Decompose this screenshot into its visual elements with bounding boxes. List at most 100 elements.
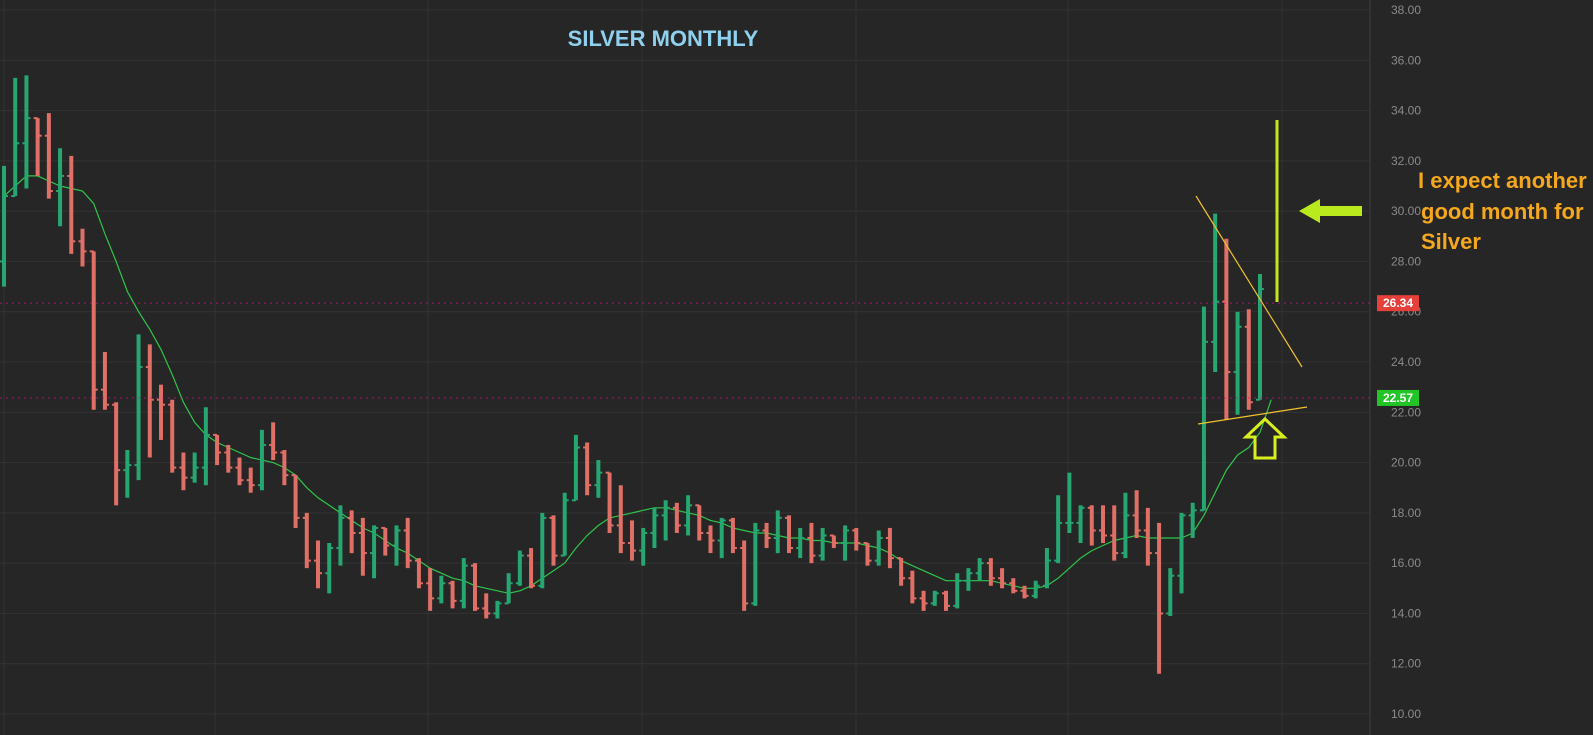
ohlc-bar[interactable] (22, 75, 31, 189)
ohlc-bar[interactable] (112, 402, 121, 506)
ohlc-bar[interactable] (1244, 309, 1253, 410)
ohlc-bar[interactable] (583, 442, 592, 496)
ohlc-bar[interactable] (11, 77, 20, 198)
ohlc-bar[interactable] (897, 557, 906, 586)
ohlc-bar[interactable] (1143, 507, 1152, 566)
ohlc-bar[interactable] (1009, 578, 1018, 594)
ohlc-bar[interactable] (930, 590, 939, 606)
ohlc-bar[interactable] (986, 558, 995, 586)
ohlc-bar[interactable] (493, 600, 502, 619)
ohlc-bar[interactable] (257, 429, 266, 491)
ohlc-bar[interactable] (762, 522, 771, 549)
ohlc-bar[interactable] (818, 527, 827, 561)
ohlc-bar[interactable] (628, 520, 636, 561)
ohlc-bar[interactable] (448, 580, 457, 609)
ohlc-bar[interactable] (684, 495, 693, 536)
ohlc-bar[interactable] (78, 228, 87, 267)
ohlc-bar[interactable] (325, 543, 334, 594)
ohlc-bar[interactable] (459, 558, 468, 609)
ohlc-bar[interactable] (190, 452, 199, 483)
ohlc-bar[interactable] (975, 558, 984, 581)
ohlc-bar[interactable] (953, 573, 962, 609)
ohlc-bar[interactable] (1031, 580, 1040, 599)
ohlc-bar[interactable] (44, 113, 53, 199)
ohlc-bar[interactable] (773, 510, 782, 554)
ohlc-bar[interactable] (571, 434, 580, 502)
ohlc-bar[interactable] (1076, 505, 1085, 544)
ohlc-bar[interactable] (426, 568, 435, 611)
ohlc-bar[interactable] (964, 568, 973, 591)
ohlc-bar[interactable] (908, 570, 917, 604)
ohlc-bar[interactable] (538, 512, 547, 589)
ohlc-bar[interactable] (829, 534, 838, 549)
ohlc-bar[interactable] (740, 540, 749, 611)
ohlc-bar[interactable] (852, 527, 861, 551)
ohlc-bar[interactable] (695, 504, 704, 541)
ohlc-bar[interactable] (661, 500, 670, 541)
ohlc-bar[interactable] (437, 575, 446, 604)
ohlc-bar[interactable] (594, 460, 603, 498)
ohlc-bar[interactable] (56, 148, 65, 227)
ohlc-bar[interactable] (246, 467, 255, 493)
ohlc-bar[interactable] (471, 563, 479, 611)
ohlc-bar[interactable] (785, 515, 793, 554)
ohlc-bar[interactable] (672, 502, 681, 533)
ohlc-bar[interactable] (1199, 306, 1208, 512)
ohlc-bar[interactable] (100, 351, 109, 410)
ohlc-bar[interactable] (919, 590, 928, 611)
ohlc-bar[interactable] (201, 407, 210, 486)
ohlc-bar[interactable] (942, 590, 950, 611)
ohlc-bar[interactable] (1042, 548, 1051, 589)
ohlc-bar[interactable] (1155, 522, 1164, 674)
ohlc-bar[interactable] (1020, 585, 1029, 599)
ohlc-bar[interactable] (1099, 505, 1107, 544)
ohlc-bar[interactable] (381, 526, 390, 556)
ohlc-bar[interactable] (213, 433, 222, 466)
ohlc-bar[interactable] (650, 507, 659, 549)
ohlc-bar[interactable] (291, 474, 300, 528)
ohlc-bar[interactable] (1054, 495, 1063, 564)
ohlc-bar[interactable] (515, 550, 524, 586)
price-axis[interactable]: 38.0036.0034.0032.0030.0028.0026.0024.00… (1369, 0, 1421, 735)
ohlc-bar[interactable] (998, 568, 1007, 589)
ohlc-bar[interactable] (482, 593, 491, 619)
ohlc-bar[interactable] (67, 155, 76, 254)
ohlc-bar[interactable] (874, 530, 883, 566)
ohlc-bar[interactable] (1188, 502, 1197, 538)
ohlc-bar[interactable] (134, 334, 143, 481)
ohlc-bar[interactable] (347, 510, 356, 554)
ohlc-bar[interactable] (560, 492, 569, 557)
ohlc-bar[interactable] (123, 450, 132, 498)
ohlc-bar[interactable] (235, 457, 244, 486)
ohlc-bar[interactable] (414, 558, 423, 589)
ohlc-bar[interactable] (179, 452, 188, 491)
ohlc-bar[interactable] (863, 542, 872, 566)
ohlc-bar[interactable] (1177, 512, 1186, 594)
ohlc-bar[interactable] (269, 422, 278, 461)
ohlc-bar[interactable] (314, 540, 322, 589)
ohlc-bar[interactable] (807, 522, 816, 564)
ohlc-bar[interactable] (157, 384, 165, 440)
ohlc-bar[interactable] (616, 485, 625, 554)
ohlc-bar[interactable] (1256, 274, 1264, 401)
ohlc-bar[interactable] (796, 527, 805, 559)
ohlc-bar[interactable] (33, 117, 42, 176)
ohlc-bar[interactable] (336, 505, 345, 566)
ohlc-bar[interactable] (728, 517, 737, 554)
ohlc-bar[interactable] (639, 527, 648, 566)
ohlc-bar[interactable] (392, 525, 401, 566)
ohlc-bar[interactable] (224, 444, 233, 473)
ohlc-bar[interactable] (841, 525, 850, 561)
ohlc-bar[interactable] (549, 515, 558, 566)
ohlc-bar[interactable] (1121, 492, 1130, 559)
ohlc-bar[interactable] (145, 344, 154, 458)
ohlc-bar[interactable] (706, 525, 715, 554)
ohlc-bar[interactable] (1222, 238, 1231, 420)
ohlc-bar[interactable] (89, 250, 98, 410)
ohlc-bar[interactable] (1211, 213, 1220, 373)
ohlc-bar[interactable] (885, 527, 894, 569)
ohlc-bar[interactable] (358, 517, 367, 576)
ohlc-bar[interactable] (370, 525, 379, 579)
ohlc-bar[interactable] (605, 471, 614, 533)
ohlc-bar[interactable] (1132, 490, 1141, 538)
